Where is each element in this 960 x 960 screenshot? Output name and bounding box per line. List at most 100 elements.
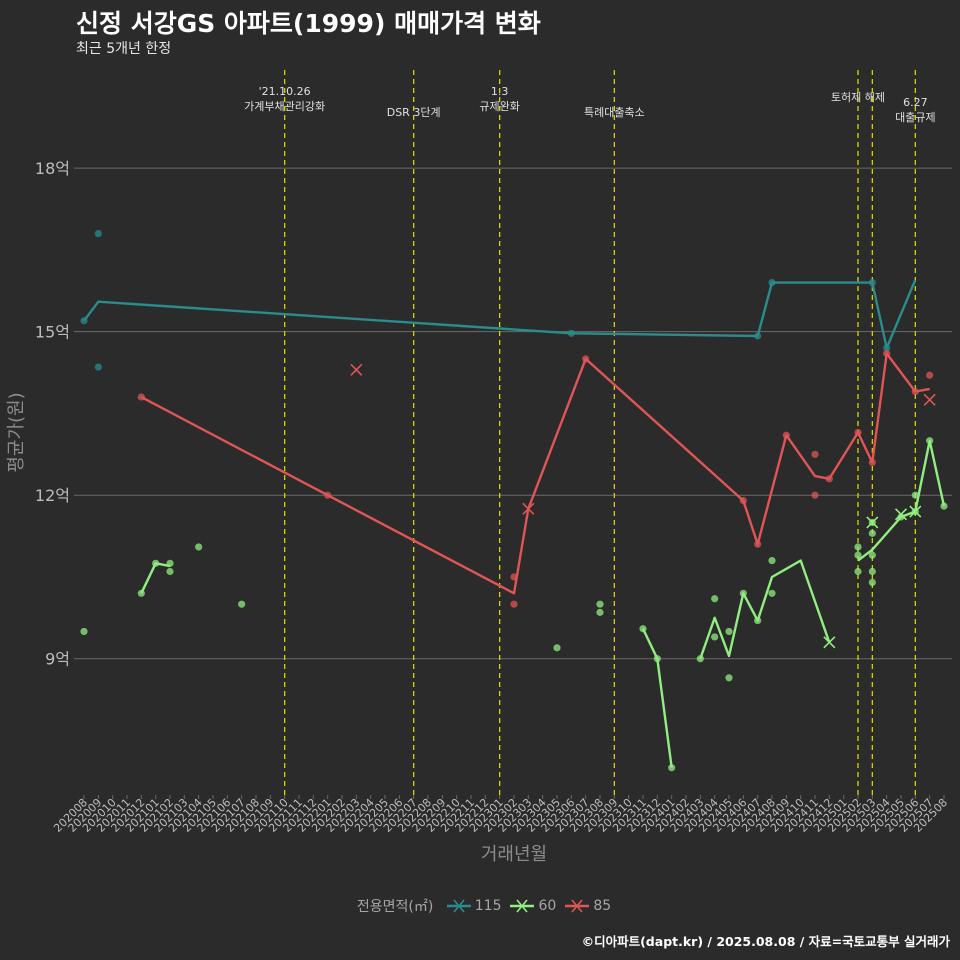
data-cross-85 [350, 363, 363, 376]
series-line-115 [83, 279, 917, 350]
data-point-60 [911, 491, 919, 499]
y-tick-label: 9억 [45, 650, 70, 669]
data-point-60 [940, 502, 948, 510]
data-point-60 [80, 627, 88, 636]
data-point-60 [868, 567, 876, 576]
data-point-85 [739, 497, 747, 505]
data-point-115 [567, 329, 575, 337]
data-point-85 [854, 428, 862, 437]
data-point-85 [883, 349, 891, 358]
data-cross-60 [823, 636, 836, 649]
data-point-60 [854, 567, 862, 576]
legend-label: 85 [593, 898, 612, 914]
data-point-60 [868, 551, 876, 559]
data-cross-60 [894, 508, 908, 521]
series-line-60 [857, 439, 946, 562]
event-label-line: 6.27 [903, 96, 928, 109]
legend-title: 전용면적(㎡) [356, 899, 434, 915]
event-label-line: 특례대출축소 [584, 106, 645, 119]
event-label: 1.3 규제완화 [479, 85, 519, 113]
data-point-60 [166, 559, 174, 567]
data-point-60 [596, 600, 604, 608]
data-point-60 [596, 608, 604, 616]
data-point-60 [668, 764, 676, 772]
data-point-60 [711, 595, 719, 603]
data-point-115 [868, 278, 876, 287]
legend-label: 60 [538, 898, 557, 914]
y-tick-label: 12억 [35, 486, 70, 505]
data-point-60 [868, 578, 876, 587]
series-line-60 [641, 628, 673, 768]
event-label: '21.10.26 가계부채관리강화 [244, 85, 325, 113]
data-point-60 [854, 551, 862, 559]
data-point-60 [926, 437, 934, 445]
legend-item-115: 115 [446, 896, 502, 916]
data-point-85 [137, 393, 145, 401]
y-tick-label: 18억 [35, 159, 70, 178]
data-point-85 [510, 600, 518, 608]
series-line-85 [140, 352, 930, 595]
data-cross-60 [909, 505, 922, 518]
data-point-85 [811, 450, 819, 458]
event-label: 토허제 해제 [831, 90, 885, 104]
legend-item-60: 60 [509, 896, 556, 916]
legend-key-85 [565, 899, 590, 913]
data-point-60 [768, 557, 776, 565]
data-point-115 [94, 363, 102, 371]
data-point-60 [711, 633, 719, 641]
event-label-line: DSR 3단계 [387, 106, 441, 119]
event-label-line: 1.3 [491, 85, 509, 98]
data-point-60 [696, 655, 704, 663]
data-cross-85 [923, 393, 936, 406]
data-point-60 [754, 616, 762, 625]
data-point-60 [868, 529, 876, 537]
data-cross-60 [866, 516, 879, 529]
data-point-85 [782, 431, 790, 439]
data-point-60 [725, 627, 733, 636]
data-point-85 [926, 371, 934, 379]
data-point-60 [653, 655, 661, 663]
data-point-85 [811, 491, 819, 499]
data-point-115 [94, 229, 102, 238]
y-tick-label: 15억 [35, 323, 70, 342]
y-axis-title: 평균가(원) [6, 392, 27, 472]
event-label: 특례대출축소 [584, 106, 645, 119]
data-point-60 [166, 567, 174, 576]
event-label-line: '21.10.26 [259, 85, 311, 98]
chart-title: 신정 서강GS 아파트(1999) 매매가격 변화 [76, 9, 541, 38]
data-point-60 [739, 589, 747, 597]
data-point-60 [137, 589, 145, 597]
data-point-60 [768, 589, 776, 597]
data-point-60 [152, 559, 160, 567]
event-label-line: 가계부채관리강화 [244, 100, 325, 113]
data-point-60 [639, 625, 647, 633]
series-line-60 [140, 562, 171, 594]
data-point-60 [854, 543, 862, 551]
data-point-115 [754, 332, 762, 340]
data-point-85 [868, 458, 876, 467]
legend-key-115 [446, 899, 471, 913]
source-caption: ©디아파트(dapt.kr) / 2025.08.08 / 자료=국토교통부 실… [581, 934, 950, 949]
data-point-60 [238, 600, 246, 608]
legend-label: 115 [474, 898, 502, 914]
data-point-115 [883, 344, 891, 352]
data-point-60 [553, 644, 561, 652]
event-label: DSR 3단계 [387, 106, 441, 119]
data-point-85 [510, 573, 518, 581]
data-point-115 [80, 317, 88, 325]
legend-item-85: 85 [564, 896, 611, 916]
data-point-85 [582, 355, 590, 363]
series-line-60 [699, 559, 831, 660]
data-point-85 [324, 491, 332, 499]
data-point-85 [911, 388, 919, 396]
data-cross-85 [522, 502, 535, 515]
legend: 전용면적(㎡) 115 60 85 [0, 896, 960, 916]
data-point-60 [725, 674, 733, 682]
event-label: 6.27 대출규제 [895, 96, 935, 124]
data-point-85 [825, 475, 833, 483]
event-label-line: 대출규제 [895, 111, 935, 124]
x-axis-title: 거래년월 [481, 844, 547, 865]
chart-subtitle: 최근 5개년 한정 [76, 41, 172, 57]
data-point-85 [754, 540, 762, 548]
